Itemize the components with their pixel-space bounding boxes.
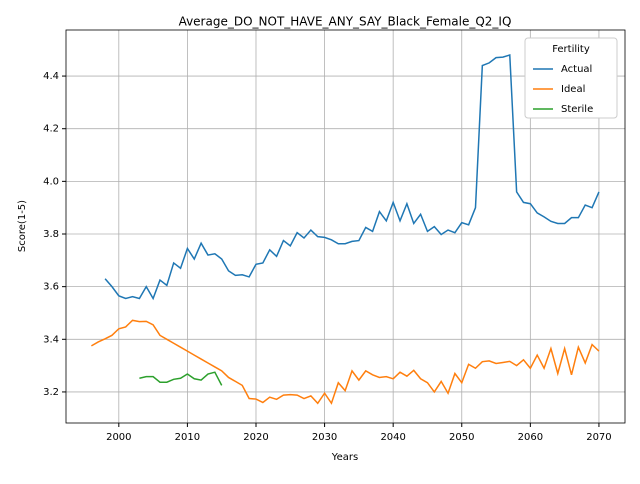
series-line <box>91 319 600 405</box>
legend-label: Actual <box>561 64 592 75</box>
legend-box <box>524 37 618 119</box>
x-tick-label: 2030 <box>312 432 337 443</box>
y-tick-label: 4.2 <box>43 124 59 135</box>
legend-label: Sterile <box>561 104 593 115</box>
x-tick-label: 2000 <box>106 432 131 443</box>
legend-title: Fertility <box>552 44 590 55</box>
x-tick-label: 2050 <box>449 432 474 443</box>
y-tick-label: 3.6 <box>43 282 59 293</box>
y-tick-label: 4.4 <box>43 71 59 82</box>
legend-label: Ideal <box>561 84 585 95</box>
chart-title: Average_DO_NOT_HAVE_ANY_SAY_Black_Female… <box>179 15 512 29</box>
series-line <box>139 371 223 386</box>
x-tick-label: 2010 <box>175 432 200 443</box>
x-tick-label: 2060 <box>518 432 543 443</box>
y-axis-label: Score(1-5) <box>17 200 28 252</box>
x-tick-label: 2020 <box>243 432 268 443</box>
x-axis-label: Years <box>331 452 358 463</box>
y-tick-label: 3.2 <box>43 387 59 398</box>
plot-frame <box>65 29 626 424</box>
y-tick-label: 4.0 <box>43 176 59 187</box>
y-tick-label: 3.4 <box>43 334 59 345</box>
x-tick-label: 2040 <box>380 432 405 443</box>
x-tick-label: 2070 <box>586 432 611 443</box>
y-tick-label: 3.8 <box>43 229 59 240</box>
series-line <box>104 54 600 301</box>
